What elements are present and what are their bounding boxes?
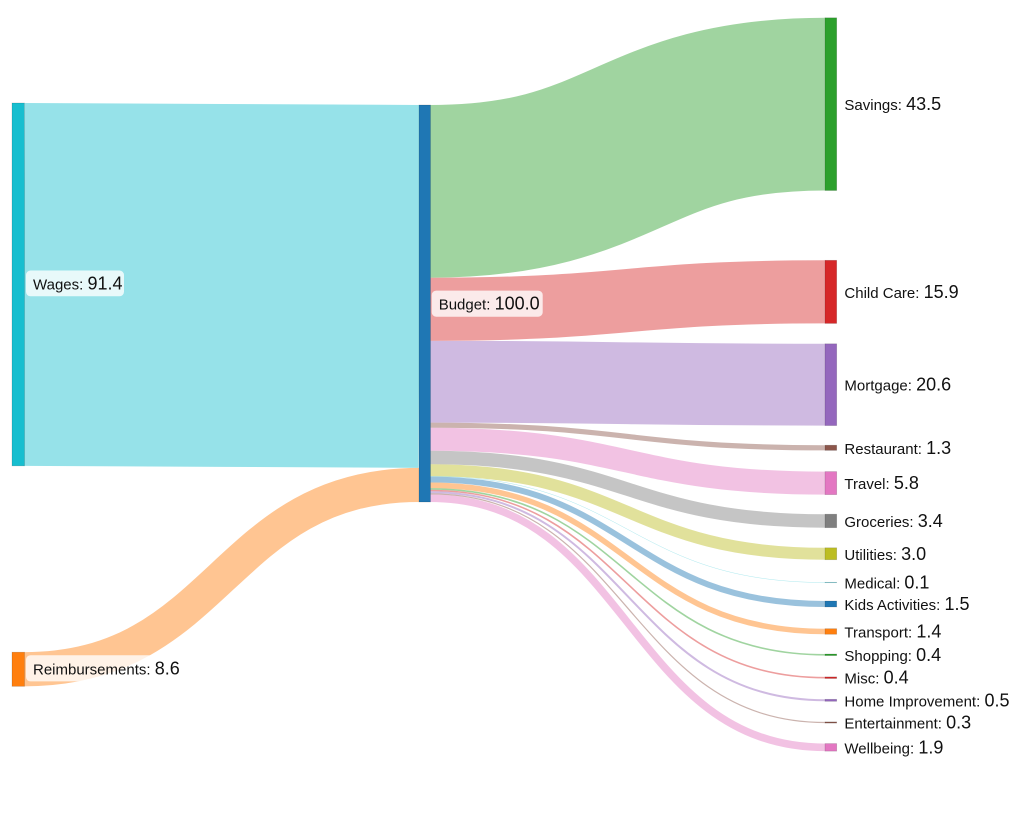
svg-text:Shopping: 0.4: Shopping: 0.4 bbox=[844, 645, 941, 665]
svg-text:Reimbursements: 8.6: Reimbursements: 8.6 bbox=[33, 658, 180, 678]
svg-text:Savings: 43.5: Savings: 43.5 bbox=[844, 94, 941, 114]
svg-text:Home Improvement: 0.5: Home Improvement: 0.5 bbox=[844, 690, 1009, 710]
svg-text:Child Care: 15.9: Child Care: 15.9 bbox=[844, 282, 958, 302]
svg-text:Entertainment: 0.3: Entertainment: 0.3 bbox=[844, 713, 971, 733]
svg-text:Kids Activities: 1.5: Kids Activities: 1.5 bbox=[844, 594, 969, 614]
svg-text:Travel: 5.8: Travel: 5.8 bbox=[844, 473, 918, 493]
svg-text:Budget: 100.0: Budget: 100.0 bbox=[439, 294, 540, 314]
svg-text:Groceries: 3.4: Groceries: 3.4 bbox=[844, 511, 942, 531]
svg-text:Transport: 1.4: Transport: 1.4 bbox=[844, 622, 941, 642]
svg-text:Restaurant: 1.3: Restaurant: 1.3 bbox=[844, 438, 951, 458]
svg-text:Wages: 91.4: Wages: 91.4 bbox=[33, 273, 123, 293]
svg-text:Medical: 0.1: Medical: 0.1 bbox=[844, 573, 929, 593]
svg-text:Misc: 0.4: Misc: 0.4 bbox=[844, 668, 908, 688]
svg-text:Utilities: 3.0: Utilities: 3.0 bbox=[844, 544, 926, 564]
svg-text:Mortgage: 20.6: Mortgage: 20.6 bbox=[844, 375, 951, 395]
svg-text:Wellbeing: 1.9: Wellbeing: 1.9 bbox=[844, 737, 943, 757]
